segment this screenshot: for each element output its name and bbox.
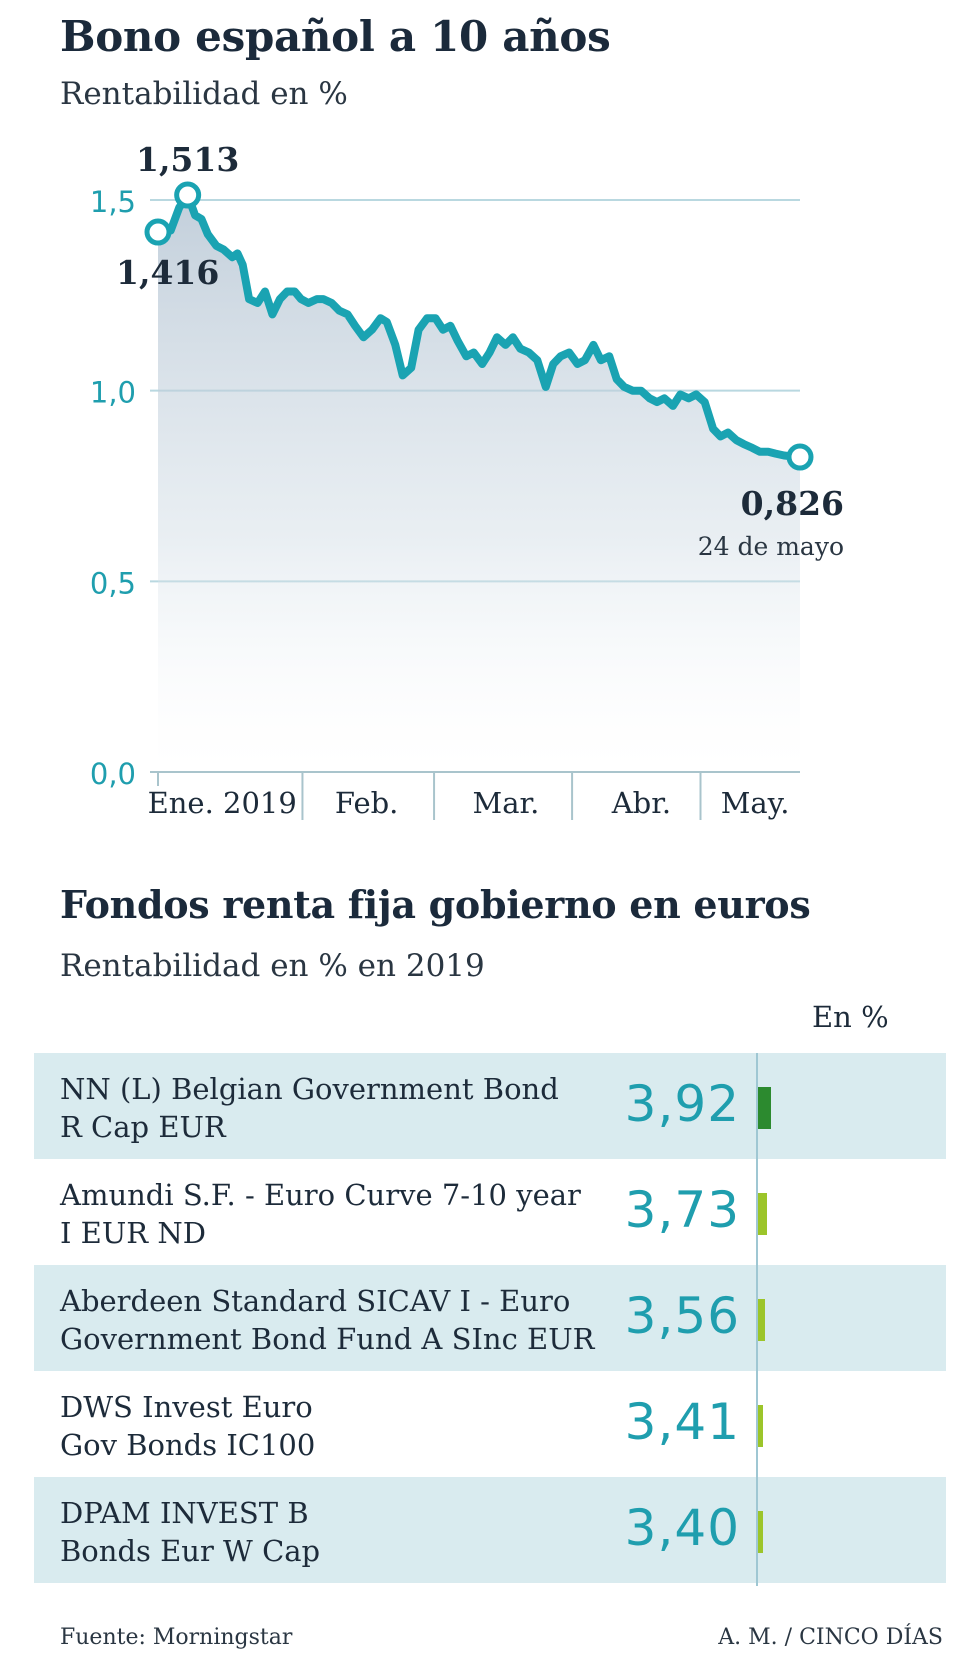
fund-value: 3,56: [624, 1287, 740, 1345]
fund-row: Amundi S.F. - Euro Curve 7-10 year I EUR…: [34, 1159, 946, 1265]
fund-name: DWS Invest Euro Gov Bonds IC100: [60, 1388, 620, 1464]
chart-title: Bono español a 10 años: [60, 12, 611, 61]
fund-name-line1: Aberdeen Standard SICAV I - Euro: [60, 1284, 571, 1318]
fund-name-line1: Amundi S.F. - Euro Curve 7-10 year: [60, 1178, 581, 1212]
source-note: Fuente: Morningstar: [60, 1625, 293, 1650]
line-area-fill: [158, 195, 800, 772]
point-date-label: 24 de mayo: [698, 532, 844, 561]
x-axis: [150, 771, 800, 820]
y-tick-label: 1,5: [90, 185, 136, 219]
fund-name-line1: DPAM INVEST B: [60, 1496, 309, 1530]
x-tick-label: Abr.: [611, 786, 671, 820]
fund-name: NN (L) Belgian Government Bond R Cap EUR: [60, 1070, 620, 1146]
fund-name: Aberdeen Standard SICAV I - Euro Governm…: [60, 1282, 620, 1358]
bar-baseline: [756, 1053, 758, 1586]
x-tick-label: Feb.: [335, 786, 398, 820]
credit-note: A. M. / CINCO DÍAS: [718, 1625, 943, 1650]
highlight-points: [144, 181, 814, 471]
fund-row: NN (L) Belgian Government Bond R Cap EUR…: [34, 1053, 946, 1159]
funds-subtitle: Rentabilidad en % en 2019: [60, 948, 485, 984]
point-value-label: 1,513: [136, 140, 239, 179]
fund-name: DPAM INVEST B Bonds Eur W Cap: [60, 1494, 620, 1570]
fund-value: 3,73: [624, 1181, 740, 1239]
chart-text-labels: 0,0 0,5 1,0 1,5 Ene. 2019 Feb. Mar. Abr. May. 1,4…: [90, 140, 844, 820]
fund-bar: [757, 1193, 767, 1235]
funds-title: Fondos renta fija gobierno en euros: [60, 882, 811, 927]
fund-name-line1: NN (L) Belgian Government Bond: [60, 1072, 559, 1106]
fund-value: 3,40: [624, 1499, 740, 1557]
y-tick-label: 0,0: [90, 757, 136, 791]
fund-name: Amundi S.F. - Euro Curve 7-10 year I EUR…: [60, 1176, 620, 1252]
fund-name-line2: Gov Bonds IC100: [60, 1428, 316, 1462]
fund-bar: [757, 1405, 763, 1447]
x-tick-label: May.: [721, 786, 790, 820]
highlight-point: [786, 443, 814, 471]
highlight-point: [174, 181, 202, 209]
fund-value: 3,92: [624, 1075, 740, 1133]
chart-subtitle: Rentabilidad en %: [60, 76, 348, 112]
y-tick-label: 1,0: [90, 376, 136, 410]
fund-row: DWS Invest Euro Gov Bonds IC100 3,41: [34, 1371, 946, 1477]
fund-bar: [757, 1511, 763, 1553]
fund-row: DPAM INVEST B Bonds Eur W Cap 3,40: [34, 1477, 946, 1583]
point-value-label: 0,826: [741, 484, 844, 523]
x-tick-label: Ene. 2019: [148, 786, 297, 820]
highlight-point: [144, 218, 172, 246]
fund-name-line2: R Cap EUR: [60, 1110, 226, 1144]
fund-name-line2: Bonds Eur W Cap: [60, 1534, 321, 1568]
series-line-rentabilidad: [154, 191, 804, 461]
point-value-label: 1,416: [116, 253, 219, 292]
fund-value: 3,41: [624, 1393, 740, 1451]
fund-bar: [757, 1087, 771, 1129]
y-tick-label: 0,5: [90, 566, 136, 600]
fund-row: Aberdeen Standard SICAV I - Euro Governm…: [34, 1265, 946, 1371]
unit-label: En %: [812, 1000, 889, 1034]
fund-name-line2: Government Bond Fund A SInc EUR: [60, 1322, 595, 1356]
bond-yield-line-chart: 0,0 0,5 1,0 1,5 Ene. 2019 Feb. Mar. Abr. May. 1,4…: [90, 140, 844, 820]
x-tick-label: Mar.: [473, 786, 540, 820]
fund-name-line1: DWS Invest Euro: [60, 1390, 313, 1424]
fund-name-line2: I EUR ND: [60, 1216, 206, 1250]
fund-bar: [757, 1299, 765, 1341]
